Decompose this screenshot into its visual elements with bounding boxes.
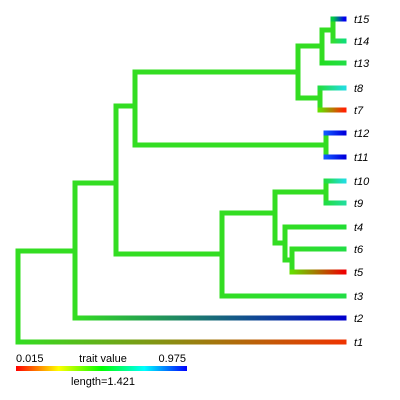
- legend-color-bar: [16, 366, 187, 371]
- tip-label-t6: t6: [354, 244, 364, 256]
- tip-label-t5: t5: [354, 267, 364, 279]
- tip-label-t14: t14: [354, 36, 369, 48]
- internal-branches: [15, 16, 336, 345]
- tip-label-t2: t2: [354, 313, 363, 325]
- tip-label-t4: t4: [354, 222, 363, 234]
- tip-labels: t15 t14 t13 t8 t7 t12 t11 t10 t9 t4 t6 t5 t3 t2 t1: [354, 14, 370, 349]
- legend: 0.015 trait value 0.975 length=1.421: [16, 353, 187, 388]
- tip-label-t11: t11: [354, 152, 368, 164]
- tip-label-t9: t9: [354, 198, 363, 210]
- tip-label-t1: t1: [354, 337, 363, 349]
- tip-label-t3: t3: [354, 291, 364, 303]
- tip-label-t15: t15: [354, 14, 370, 26]
- tip-label-t7: t7: [354, 105, 364, 117]
- legend-max-label: 0.975: [158, 353, 186, 365]
- tip-branches: [15, 16, 347, 345]
- legend-length-label: length=1.421: [71, 376, 135, 388]
- tip-label-t10: t10: [354, 176, 370, 188]
- tip-label-t8: t8: [354, 83, 364, 95]
- legend-title: trait value: [79, 353, 127, 365]
- tip-label-t12: t12: [354, 128, 369, 140]
- legend-min-label: 0.015: [16, 353, 44, 365]
- tip-label-t13: t13: [354, 58, 370, 70]
